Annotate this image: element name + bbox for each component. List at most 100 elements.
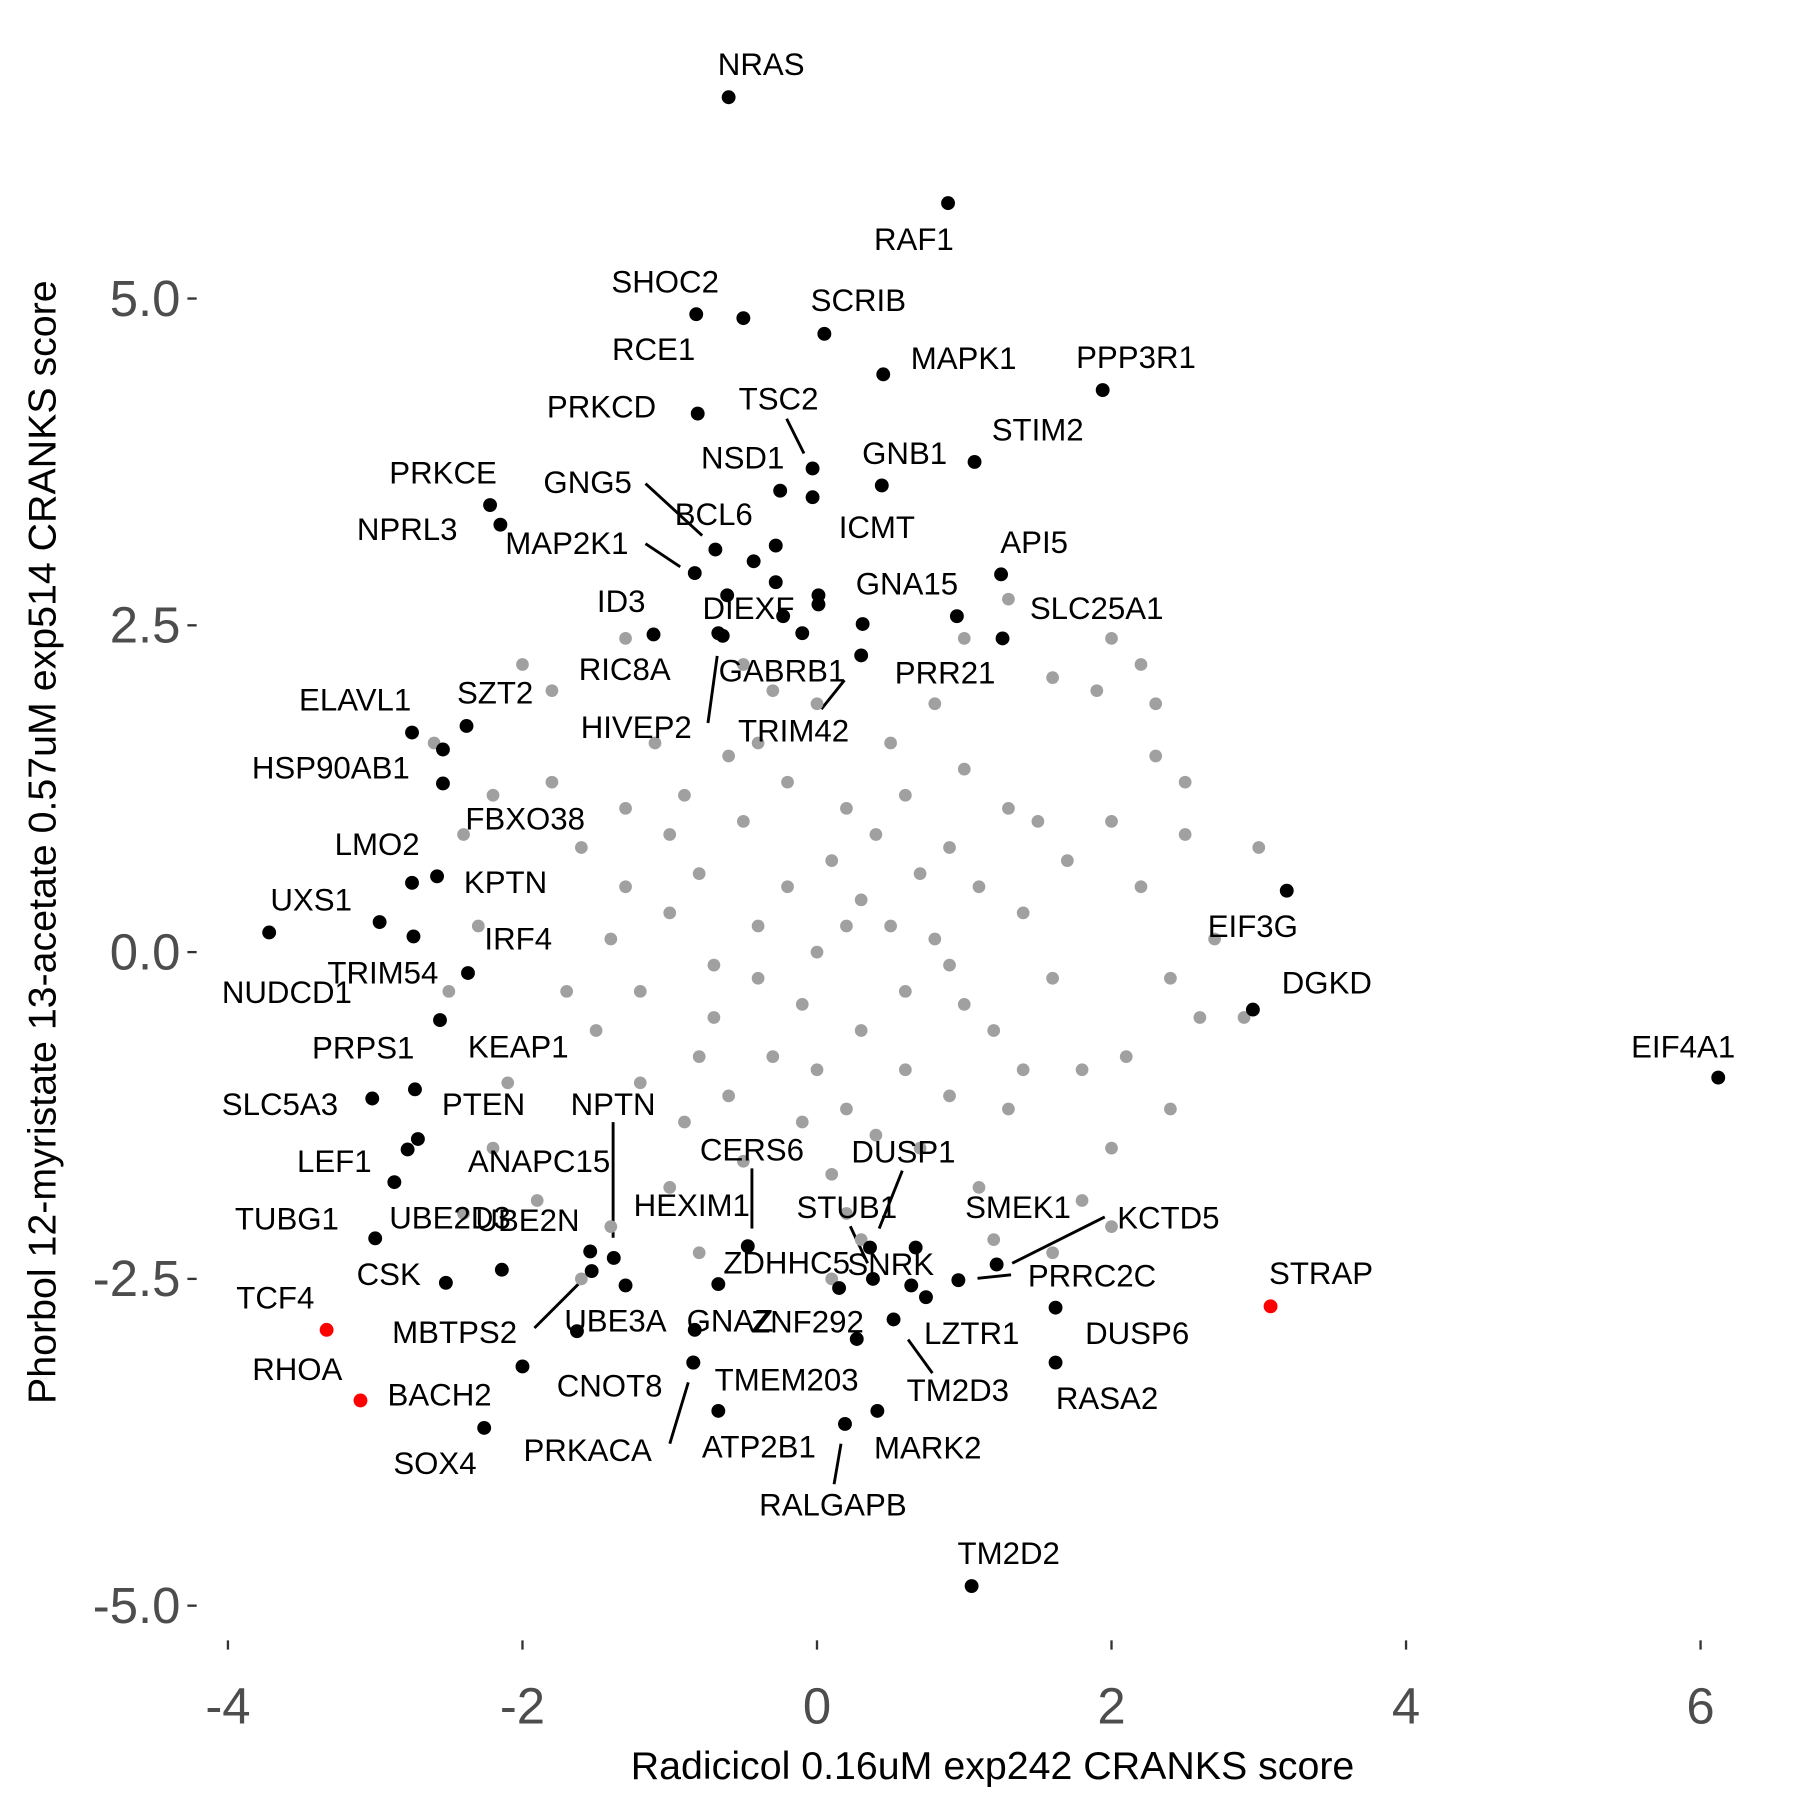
- point-label: LMO2: [335, 827, 420, 862]
- point: [840, 801, 853, 815]
- leader-line: [668, 1381, 690, 1445]
- leader-line: [785, 418, 806, 455]
- point: [1105, 815, 1118, 828]
- point: [810, 945, 824, 959]
- point: [773, 483, 788, 498]
- point-label: TCF4: [236, 1280, 314, 1315]
- point: [746, 554, 761, 569]
- point: [1048, 1355, 1063, 1370]
- point: [957, 998, 971, 1011]
- point-label: DUSP1: [851, 1135, 955, 1170]
- point: [943, 1089, 956, 1103]
- point: [483, 498, 498, 513]
- point: [957, 762, 971, 776]
- point: [886, 1312, 901, 1327]
- point: [1048, 1300, 1063, 1315]
- point: [486, 1141, 500, 1155]
- point: [689, 307, 704, 322]
- point-label: ZDHHC5: [723, 1246, 850, 1281]
- y-axis-title: Phorbol 12-myristate 13-acetate 0.57uM e…: [21, 280, 65, 1404]
- point: [951, 1273, 966, 1288]
- point: [457, 828, 470, 841]
- point: [943, 841, 956, 854]
- point: [648, 736, 662, 750]
- point-label: TSC2: [739, 382, 819, 417]
- point: [972, 1181, 986, 1194]
- point-label: ZNF292: [751, 1305, 864, 1340]
- point-label: IRF4: [484, 922, 552, 957]
- point: [1095, 383, 1110, 397]
- point: [870, 1403, 885, 1418]
- series-2: [319, 1299, 1278, 1408]
- leader-line: [906, 1338, 934, 1374]
- point: [406, 929, 421, 944]
- point: [805, 461, 820, 476]
- point-label: MAP2K1: [505, 526, 628, 561]
- point: [690, 406, 705, 421]
- point: [262, 925, 277, 940]
- point: [884, 736, 897, 750]
- point: [436, 742, 450, 757]
- point-label: PPP3R1: [1076, 340, 1196, 375]
- leader-line: [832, 1443, 843, 1485]
- point: [619, 880, 632, 894]
- point: [686, 1355, 701, 1370]
- point: [854, 893, 868, 907]
- point-label: FBXO38: [465, 801, 585, 836]
- point-label: GNG5: [543, 465, 631, 500]
- point-label: DUSP6: [1085, 1316, 1189, 1351]
- point: [486, 788, 500, 802]
- point: [736, 311, 751, 326]
- x-axis-title: Radicicol 0.16uM exp242 CRANKS score: [631, 1744, 1355, 1788]
- point-label: ANAPC15: [468, 1144, 610, 1179]
- point: [1002, 592, 1015, 606]
- point: [849, 1332, 864, 1346]
- point: [678, 788, 691, 802]
- point: [604, 932, 618, 946]
- point: [736, 815, 750, 828]
- y-tick-label: -5.0: [93, 1577, 181, 1634]
- point-label: TM2D2: [958, 1536, 1060, 1571]
- point: [838, 1417, 852, 1431]
- point-label: ID3: [597, 584, 646, 619]
- y-tick-label: 0.0: [110, 923, 181, 980]
- point: [957, 632, 971, 645]
- point-label: GNA15: [856, 567, 958, 602]
- point: [545, 775, 559, 789]
- point-label: SNRK: [847, 1247, 934, 1282]
- point-label: PTEN: [442, 1087, 525, 1122]
- point: [515, 1359, 530, 1374]
- point: [736, 1154, 750, 1168]
- point: [776, 609, 791, 624]
- point: [1711, 1070, 1726, 1085]
- point-label: EIF3G: [1208, 909, 1298, 944]
- point: [1208, 932, 1221, 946]
- point: [606, 1251, 621, 1265]
- point-label: BACH2: [388, 1378, 492, 1413]
- point: [707, 1011, 721, 1024]
- point: [721, 90, 736, 105]
- point: [545, 684, 559, 698]
- point: [840, 919, 853, 933]
- point: [1002, 801, 1015, 815]
- point: [1279, 883, 1294, 898]
- point: [720, 588, 735, 603]
- point: [1164, 971, 1177, 985]
- point-label: NSD1: [701, 441, 784, 476]
- point: [663, 906, 677, 920]
- point: [1164, 1102, 1177, 1116]
- point: [575, 841, 588, 854]
- point: [584, 1264, 599, 1278]
- point-label: RAF1: [874, 222, 954, 257]
- point: [766, 684, 780, 698]
- point-label: NPRL3: [357, 512, 458, 547]
- point: [457, 1207, 470, 1220]
- point: [825, 1272, 839, 1286]
- point: [908, 1240, 923, 1255]
- point-label: DGKD: [1282, 966, 1372, 1001]
- point: [810, 697, 824, 711]
- point-label: SLC5A3: [222, 1087, 338, 1122]
- point: [1237, 1011, 1251, 1024]
- y-tick-label: -2.5: [93, 1250, 181, 1307]
- point: [633, 1076, 647, 1090]
